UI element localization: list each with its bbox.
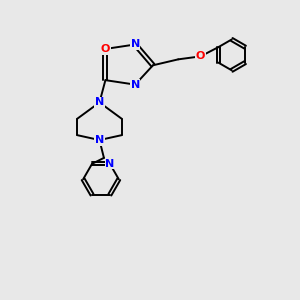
Text: N: N bbox=[130, 40, 140, 50]
Text: O: O bbox=[196, 51, 205, 62]
Text: O: O bbox=[101, 44, 110, 54]
Text: N: N bbox=[130, 80, 140, 90]
Text: N: N bbox=[105, 159, 115, 169]
Text: N: N bbox=[95, 135, 104, 145]
Text: N: N bbox=[95, 98, 104, 107]
